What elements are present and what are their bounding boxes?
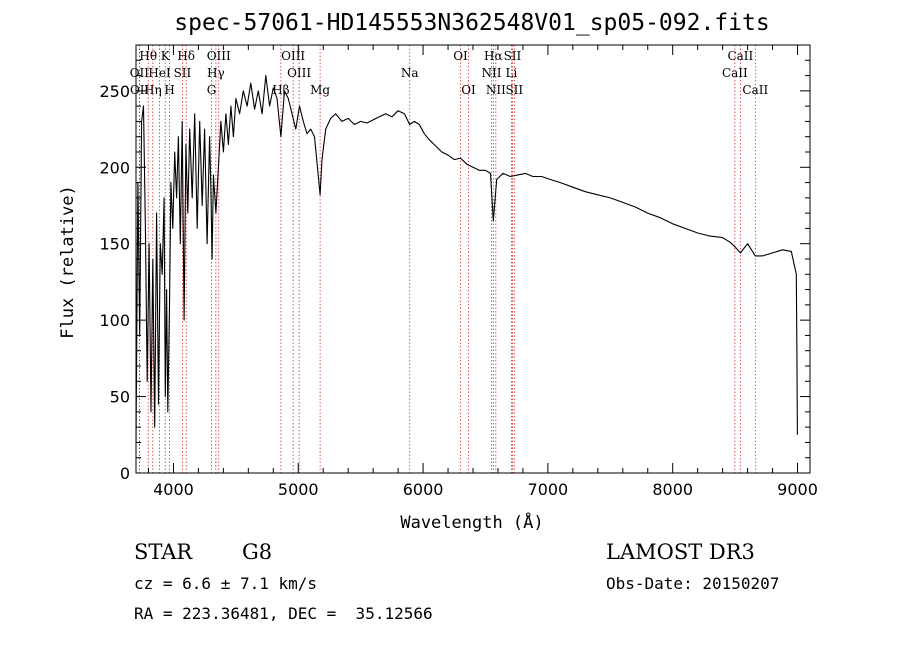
line-label: OII xyxy=(130,83,150,97)
line-label: Hγ xyxy=(207,66,225,80)
line-label: Mg xyxy=(310,83,330,97)
x-tick-label: 4000 xyxy=(153,480,194,499)
line-label: SII xyxy=(174,66,192,80)
line-label: OII xyxy=(130,66,150,80)
y-axis-label: Flux (relative) xyxy=(58,185,78,339)
y-tick-label: 100 xyxy=(99,311,130,330)
line-label: K xyxy=(161,49,171,63)
x-axis-label: Wavelength (Å) xyxy=(400,511,543,533)
cz-value: cz = 6.6 ± 7.1 km/s xyxy=(134,574,318,593)
plot-frame xyxy=(135,44,811,474)
spectrum-line xyxy=(135,75,798,443)
line-label: SII xyxy=(504,49,522,63)
line-label: OIII xyxy=(207,49,231,63)
line-label: OIII xyxy=(281,49,305,63)
line-label: Hα xyxy=(484,49,503,63)
x-tick-label: 5000 xyxy=(278,480,319,499)
line-label: CaII xyxy=(742,83,768,97)
x-tick-label: 6000 xyxy=(403,480,444,499)
line-label: CaII xyxy=(722,66,748,80)
line-label: G xyxy=(207,83,217,97)
line-label: NII xyxy=(481,66,501,80)
chart-title: spec-57061-HD145553N362548V01_sp05-092.f… xyxy=(174,10,769,36)
object-type: STAR xyxy=(134,540,193,564)
y-tick-label: 200 xyxy=(99,158,130,177)
x-tick-label: 7000 xyxy=(528,480,569,499)
line-label: HeI xyxy=(148,66,171,80)
line-label: NII xyxy=(486,83,506,97)
x-tick-label: 8000 xyxy=(652,480,693,499)
line-markers xyxy=(138,45,756,473)
x-axis: 4000 5000 6000 7000 8000 9000 xyxy=(147,45,818,499)
line-label: Na xyxy=(401,66,419,80)
obs-date: Obs-Date: 20150207 xyxy=(606,574,780,593)
line-label: H xyxy=(164,83,174,97)
subclass: G8 xyxy=(242,540,273,564)
coordinates: RA = 223.36481, DEC = 35.12566 xyxy=(134,604,433,623)
line-label: Hη xyxy=(144,83,162,97)
x-tick-label: 9000 xyxy=(777,480,818,499)
line-label: Hθ xyxy=(139,49,157,63)
line-label: OI xyxy=(461,83,476,97)
y-tick-label: 0 xyxy=(120,464,130,483)
line-label: Hδ xyxy=(177,49,195,63)
line-label: OIII xyxy=(287,66,311,80)
y-axis: 0 50 100 150 200 250 xyxy=(99,59,810,483)
y-tick-label: 150 xyxy=(99,235,130,254)
survey-label: LAMOST DR3 xyxy=(606,540,755,564)
line-label: CaII xyxy=(727,49,753,63)
line-label: SII xyxy=(505,83,523,97)
line-label: Li xyxy=(506,66,518,80)
y-tick-label: 250 xyxy=(99,82,130,101)
line-label: OI xyxy=(453,49,468,63)
y-tick-label: 50 xyxy=(110,388,130,407)
